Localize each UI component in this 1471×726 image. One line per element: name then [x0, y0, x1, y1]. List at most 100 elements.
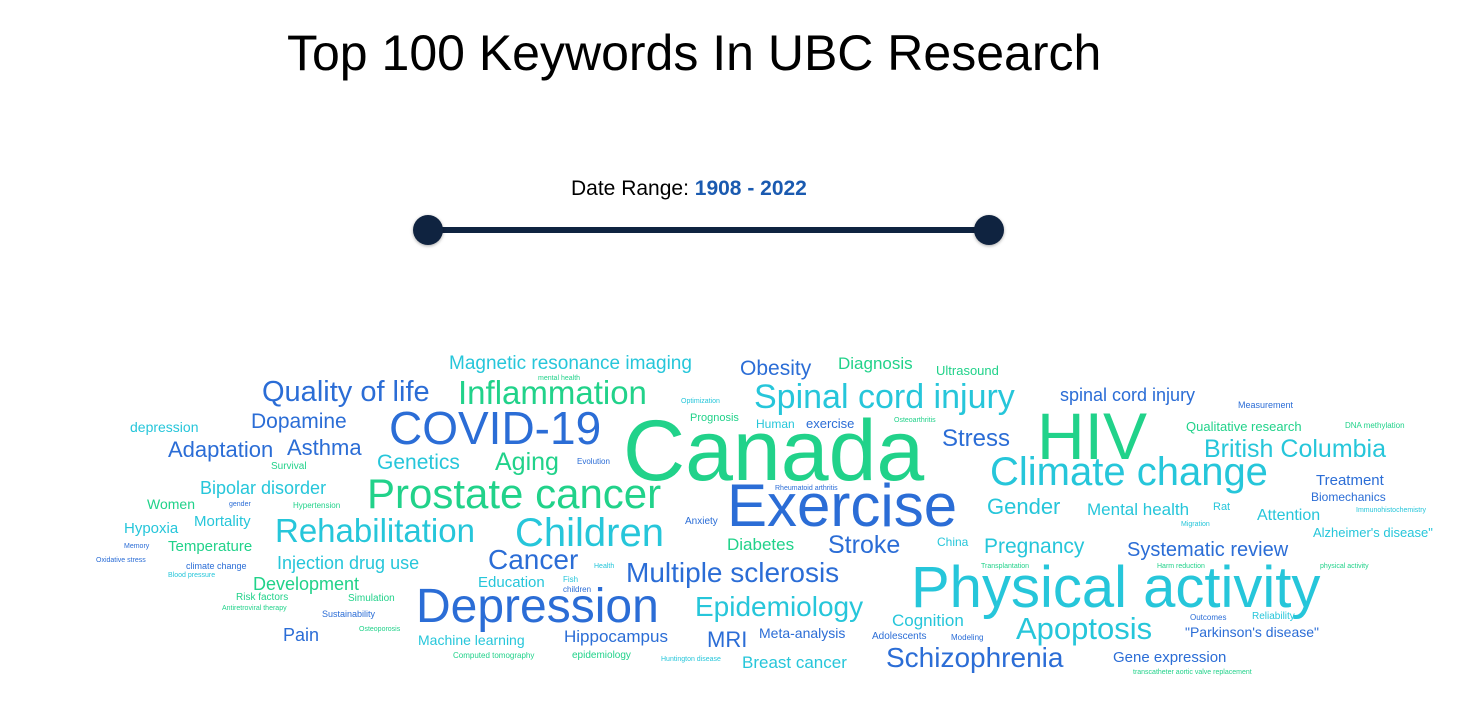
slider-track[interactable] [427, 227, 990, 233]
keyword-migration[interactable]: Migration [1181, 521, 1210, 528]
keyword-human[interactable]: Human [756, 417, 795, 431]
keyword-hippocampus[interactable]: Hippocampus [564, 627, 668, 646]
keyword-outcomes[interactable]: Outcomes [1190, 613, 1227, 622]
keyword-exercise[interactable]: Exercise [727, 472, 958, 539]
keyword-health[interactable]: Health [594, 563, 615, 570]
keyword-rat[interactable]: Rat [1213, 501, 1231, 513]
keyword-attention[interactable]: Attention [1257, 507, 1321, 524]
keyword-exercise[interactable]: exercise [806, 416, 855, 431]
keyword-huntington-disease[interactable]: Huntington disease [661, 656, 721, 663]
keyword-harm-reduction[interactable]: Harm reduction [1157, 563, 1205, 570]
keyword-survival[interactable]: Survival [271, 461, 307, 472]
keyword-apoptosis[interactable]: Apoptosis [1016, 611, 1153, 646]
keyword-aging[interactable]: Aging [495, 448, 559, 476]
date-range-slider[interactable] [413, 215, 1004, 245]
keyword-obesity[interactable]: Obesity [740, 357, 812, 380]
keyword-systematic-review[interactable]: Systematic review [1127, 539, 1289, 561]
keyword-simulation[interactable]: Simulation [348, 593, 395, 604]
keyword-anxiety[interactable]: Anxiety [685, 516, 718, 527]
keyword-mri[interactable]: MRI [707, 627, 748, 652]
keyword-schizophrenia[interactable]: Schizophrenia [886, 642, 1064, 673]
keyword-canada[interactable]: Canada [623, 403, 925, 499]
keyword-asthma[interactable]: Asthma [287, 435, 362, 460]
keyword-depression[interactable]: Depression [416, 580, 659, 633]
keyword-women[interactable]: Women [147, 496, 195, 512]
keyword-treatment[interactable]: Treatment [1316, 472, 1384, 489]
keyword-pain[interactable]: Pain [283, 625, 320, 645]
keyword-antiretroviral-therapy[interactable]: Antiretroviral therapy [222, 605, 287, 612]
keyword-measurement[interactable]: Measurement [1238, 400, 1294, 410]
keyword-hypertension[interactable]: Hypertension [293, 501, 341, 510]
keyword-hiv[interactable]: HIV [1037, 399, 1148, 473]
keyword-oxidative-stress[interactable]: Oxidative stress [96, 557, 146, 564]
keyword-meta-analysis[interactable]: Meta-analysis [759, 625, 846, 641]
keyword-covid-19[interactable]: COVID-19 [389, 402, 602, 454]
keyword-temperature[interactable]: Temperature [168, 538, 253, 555]
keyword-multiple-sclerosis[interactable]: Multiple sclerosis [626, 557, 840, 588]
keyword-children[interactable]: Children [515, 511, 664, 555]
keyword-transcatheter-aortic-valve-replacement[interactable]: transcatheter aortic valve replacement [1133, 669, 1252, 676]
keyword-gender[interactable]: Gender [987, 494, 1061, 519]
keyword-climate-change[interactable]: Climate change [990, 450, 1268, 494]
keyword-spinal-cord-injury[interactable]: Spinal cord injury [754, 378, 1015, 416]
keyword-sustainability[interactable]: Sustainability [322, 609, 376, 619]
keyword-genetics[interactable]: Genetics [377, 451, 460, 474]
keyword-dopamine[interactable]: Dopamine [251, 410, 347, 433]
keyword-breast-cancer[interactable]: Breast cancer [742, 653, 847, 672]
keyword-gender[interactable]: gender [229, 501, 251, 508]
keyword-quality-of-life[interactable]: Quality of life [262, 376, 430, 408]
keyword-hypoxia[interactable]: Hypoxia [124, 520, 179, 537]
keyword-stroke[interactable]: Stroke [828, 531, 901, 559]
keyword-memory[interactable]: Memory [124, 543, 150, 550]
keyword-pregnancy[interactable]: Pregnancy [984, 535, 1085, 558]
keyword-mortality[interactable]: Mortality [194, 513, 251, 530]
keyword-transplantation[interactable]: Transplantation [981, 563, 1029, 570]
keyword-epidemiology[interactable]: epidemiology [572, 650, 631, 661]
keyword-injection-drug-use[interactable]: Injection drug use [277, 553, 420, 573]
keyword-cancer[interactable]: Cancer [488, 544, 579, 575]
keyword-diabetes[interactable]: Diabetes [727, 535, 795, 554]
slider-handle-end[interactable] [974, 215, 1004, 245]
keyword-british-columbia[interactable]: British Columbia [1204, 435, 1387, 463]
keyword-parkinson-s-disease[interactable]: "Parkinson's disease" [1185, 624, 1320, 640]
keyword-spinal-cord-injury[interactable]: spinal cord injury [1060, 385, 1196, 405]
keyword-adolescents[interactable]: Adolescents [872, 631, 927, 642]
keyword-physical-activity[interactable]: Physical activity [911, 555, 1321, 620]
keyword-physical-activity[interactable]: physical activity [1320, 563, 1369, 570]
keyword-mental-health[interactable]: Mental health [1087, 500, 1190, 519]
keyword-alzheimer-s-disease[interactable]: Alzheimer's disease" [1313, 525, 1433, 540]
keyword-bipolar-disorder[interactable]: Bipolar disorder [200, 478, 327, 498]
keyword-osteoarthritis[interactable]: Osteoarthritis [894, 417, 936, 424]
keyword-prognosis[interactable]: Prognosis [690, 412, 739, 424]
keyword-children[interactable]: children [563, 585, 592, 594]
keyword-optimization[interactable]: Optimization [681, 398, 720, 405]
keyword-gene-expression[interactable]: Gene expression [1113, 649, 1227, 666]
keyword-evolution[interactable]: Evolution [577, 457, 610, 466]
keyword-risk-factors[interactable]: Risk factors [236, 592, 289, 603]
keyword-immunohistochemistry[interactable]: Immunohistochemistry [1356, 507, 1427, 514]
keyword-mental-health[interactable]: mental health [538, 375, 581, 382]
keyword-diagnosis[interactable]: Diagnosis [838, 354, 913, 373]
keyword-blood-pressure[interactable]: Blood pressure [168, 572, 216, 579]
keyword-modeling[interactable]: Modeling [951, 633, 984, 642]
keyword-reliability[interactable]: Reliability [1252, 611, 1295, 622]
keyword-development[interactable]: Development [253, 574, 360, 594]
keyword-adaptation[interactable]: Adaptation [168, 437, 274, 462]
keyword-prostate-cancer[interactable]: Prostate cancer [367, 470, 662, 517]
keyword-magnetic-resonance-imaging[interactable]: Magnetic resonance imaging [449, 353, 692, 374]
keyword-rheumatoid-arthritis[interactable]: Rheumatoid arthritis [775, 485, 838, 492]
keyword-biomechanics[interactable]: Biomechanics [1311, 490, 1386, 504]
keyword-inflammation[interactable]: Inflammation [458, 374, 647, 411]
keyword-qualitative-research[interactable]: Qualitative research [1186, 419, 1302, 434]
keyword-computed-tomography[interactable]: Computed tomography [453, 651, 535, 660]
keyword-stress[interactable]: Stress [942, 425, 1011, 452]
keyword-china[interactable]: China [937, 535, 969, 549]
keyword-dna-methylation[interactable]: DNA methylation [1345, 421, 1405, 430]
keyword-osteoporosis[interactable]: Osteoporosis [359, 626, 401, 633]
keyword-climate-change[interactable]: climate change [186, 561, 247, 571]
keyword-ultrasound[interactable]: Ultrasound [936, 363, 999, 378]
keyword-depression[interactable]: depression [130, 419, 199, 435]
keyword-education[interactable]: Education [478, 574, 545, 591]
keyword-fish[interactable]: Fish [563, 575, 579, 584]
keyword-epidemiology[interactable]: Epidemiology [695, 591, 864, 622]
